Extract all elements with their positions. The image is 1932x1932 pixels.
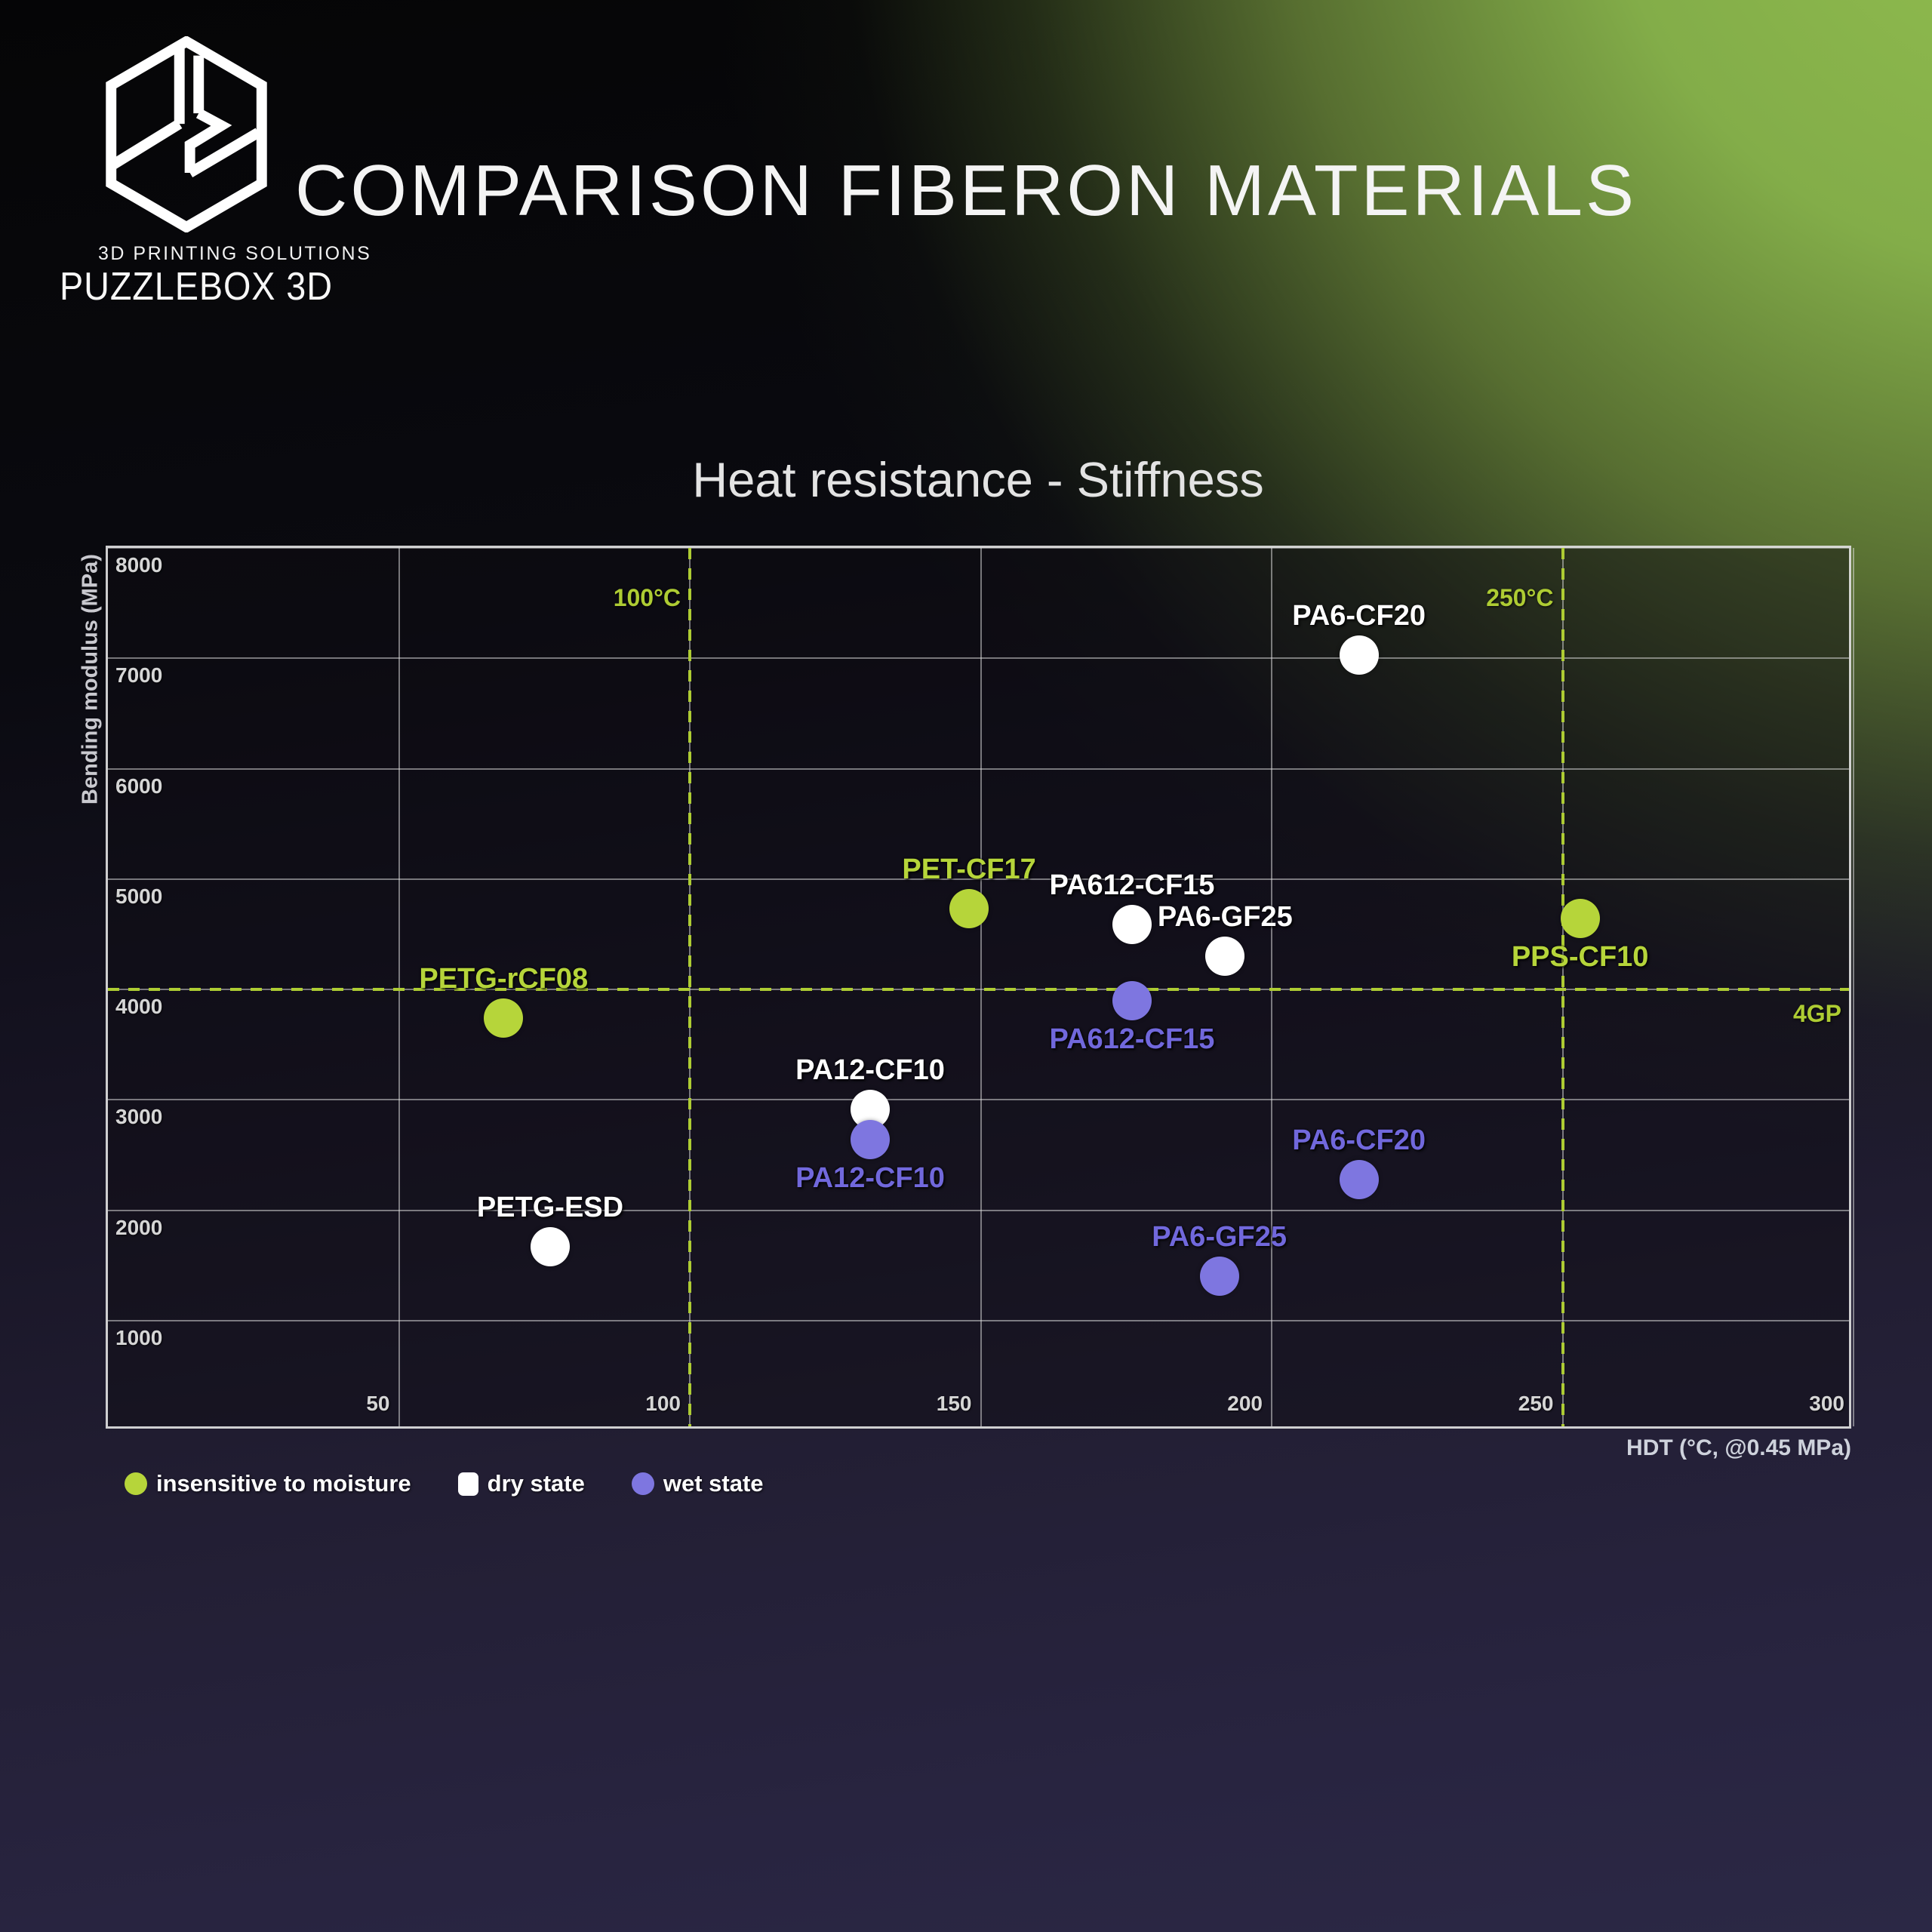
data-point-PA12-CF10: [851, 1119, 890, 1159]
x-tick-label: 50: [366, 1392, 390, 1415]
legend: insensitive to moisture dry state wet stat…: [125, 1470, 764, 1497]
reference-label: 250°C: [1486, 584, 1554, 611]
data-point-label: PET-CF17: [902, 854, 1036, 886]
gridline-y-3000: [108, 1099, 1849, 1101]
legend-marker-circle: [631, 1472, 654, 1495]
data-point-label: PA6-GF25: [1157, 901, 1293, 934]
data-point-PETG-rCF08: [484, 998, 524, 1038]
data-point-PA612-CF15: [1112, 904, 1152, 944]
y-tick-label: 6000: [115, 774, 163, 798]
legend-label: wet state: [663, 1470, 764, 1497]
plot-area: 1000 2000 3000 4000 5000 6000 7000 8000 50 100 150…: [106, 546, 1854, 1429]
data-point-PA6-CF20: [1339, 635, 1379, 675]
reference-label: 4GP: [1792, 1000, 1841, 1027]
gridline-x-200: [1271, 548, 1272, 1426]
x-tick-label: 300: [1809, 1392, 1844, 1415]
page-title: COMPARISON FIBERON MATERIALS: [295, 150, 1637, 231]
y-tick-label: 8000: [115, 553, 163, 577]
data-point-PETG-ESD: [530, 1226, 570, 1266]
legend-item-dry-state: dry state: [457, 1470, 585, 1497]
gridline-y-6000: [108, 768, 1849, 770]
logo-tagline: 3D PRINTING SOLUTIONS: [98, 243, 372, 264]
puzzlebox-logo-icon: [106, 35, 267, 234]
gridline-y-1000: [108, 1319, 1849, 1321]
legend-label: insensitive to moisture: [156, 1470, 411, 1497]
y-tick-label: 2000: [115, 1215, 163, 1239]
gridline-y-2000: [108, 1209, 1849, 1211]
legend-item-wet-state: wet state: [631, 1470, 764, 1497]
reference-line-250°C: [1561, 548, 1564, 1426]
gridline-y-7000: [108, 657, 1849, 660]
gridline-y-5000: [108, 878, 1849, 880]
x-tick-label: 150: [936, 1392, 972, 1415]
x-axis-title: HDT (°C, @0.45 MPa): [1626, 1435, 1851, 1460]
legend-item-insensitive-to-moisture: insensitive to moisture: [125, 1470, 411, 1497]
y-tick-label: 5000: [115, 884, 163, 908]
y-tick-label: 3000: [115, 1105, 163, 1129]
data-point-label: PETG-rCF08: [419, 963, 589, 995]
puzzlebox-logo: [99, 35, 274, 234]
x-tick-label: 100: [645, 1392, 681, 1415]
data-point-PET-CF17: [949, 889, 989, 929]
gridline-x-300: [1853, 548, 1854, 1426]
legend-marker-square: [457, 1472, 478, 1496]
reference-line-4GP: [108, 988, 1849, 991]
reference-line-100°C: [688, 548, 691, 1426]
data-point-label: PPS-CF10: [1511, 941, 1649, 974]
x-tick-label: 200: [1227, 1392, 1263, 1415]
data-point-PPS-CF10: [1560, 899, 1600, 939]
data-point-label: PA612-CF15: [1049, 869, 1215, 901]
gridline-x-150: [980, 548, 982, 1426]
data-point-label: PA12-CF10: [795, 1161, 945, 1194]
gridline-x-50: [398, 548, 400, 1426]
data-point-PA6-CF20: [1339, 1159, 1379, 1199]
legend-marker-circle: [125, 1472, 147, 1495]
data-point-PA612-CF15: [1112, 980, 1152, 1020]
y-tick-label: 4000: [115, 995, 163, 1018]
data-point-PA6-GF25: [1205, 937, 1245, 977]
data-point-PA6-GF25: [1199, 1257, 1239, 1297]
logo-name: PUZZLEBOX 3D: [60, 265, 333, 309]
data-point-label: PA6-CF20: [1292, 599, 1426, 632]
legend-label: dry state: [487, 1470, 585, 1497]
y-axis-title: Bending modulus (MPa): [78, 554, 103, 804]
gridline-y-8000: [108, 547, 1849, 549]
chart-title: Heat resistance - Stiffness: [692, 452, 1264, 507]
y-tick-label: 1000: [115, 1325, 163, 1349]
data-point-label: PA6-GF25: [1152, 1221, 1287, 1254]
y-tick-label: 7000: [115, 663, 163, 688]
data-point-label: PETG-ESD: [476, 1191, 624, 1223]
x-tick-label: 250: [1518, 1392, 1554, 1415]
data-point-label: PA12-CF10: [795, 1054, 945, 1087]
data-point-label: PA6-CF20: [1292, 1124, 1426, 1156]
reference-label: 100°C: [613, 584, 681, 611]
data-point-label: PA612-CF15: [1049, 1023, 1215, 1055]
